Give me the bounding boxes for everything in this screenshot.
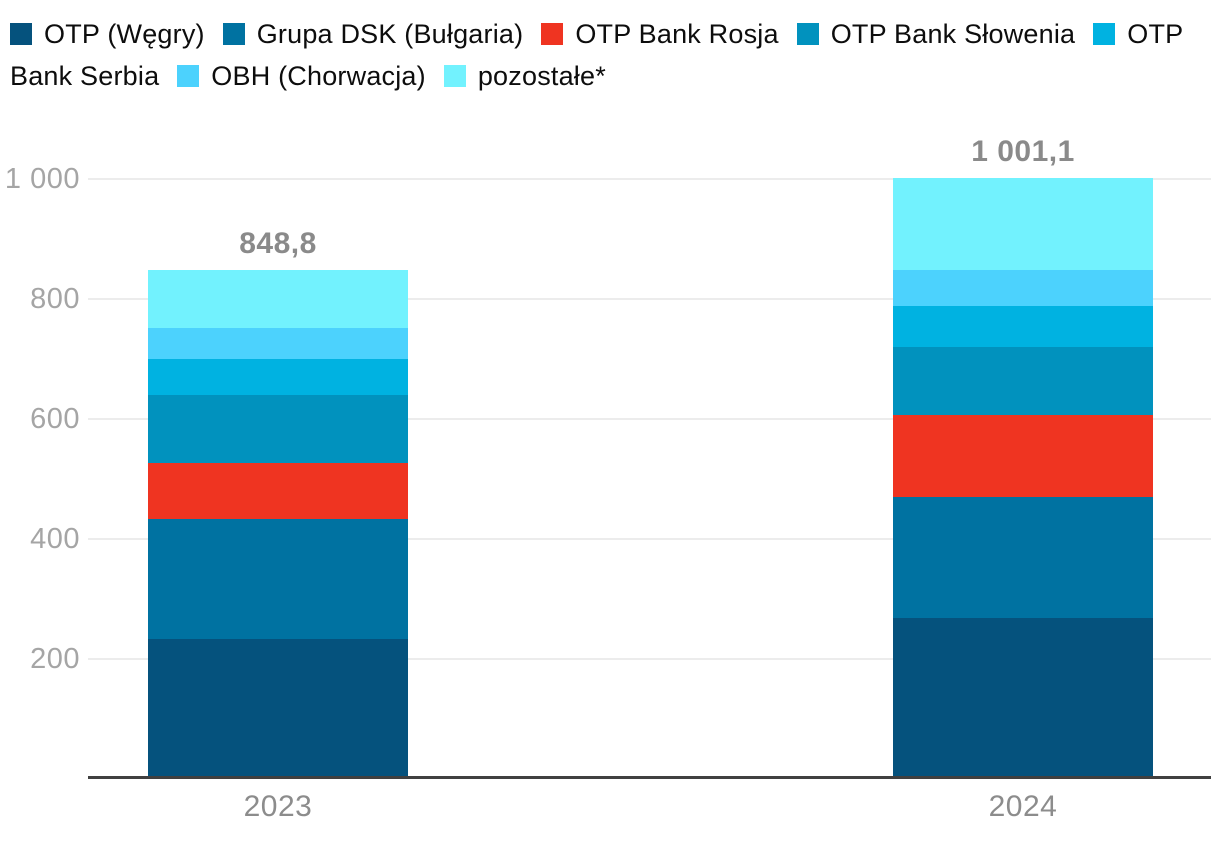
gridline-400: [88, 538, 1211, 540]
y-axis-tick-label: 800: [30, 283, 80, 315]
legend-item-2: OTP Bank Rosja: [541, 19, 779, 49]
legend-item-0: OTP (Węgry): [10, 19, 205, 49]
legend-swatch-icon: [541, 23, 564, 45]
bar-segment-2023-5[interactable]: [148, 328, 408, 359]
bar-segment-2023-1[interactable]: [148, 519, 408, 640]
legend-swatch-icon: [177, 65, 200, 87]
legend-swatch-icon: [443, 65, 466, 87]
legend-label: pozostałe*: [477, 61, 606, 91]
legend-item-4: OTP Bank Serbia: [10, 19, 1183, 91]
legend-item-3: OTP Bank Słowenia: [796, 19, 1076, 49]
bar-total-label: 848,8: [239, 226, 317, 260]
legend-item-1: Grupa DSK (Bułgaria): [222, 19, 524, 49]
legend-label: Grupa DSK (Bułgaria): [256, 19, 524, 49]
x-axis-category-label: 2023: [243, 790, 313, 823]
gridline-200: [88, 658, 1211, 660]
gridline-1000: [88, 178, 1211, 180]
gridline-800: [88, 298, 1211, 300]
legend-label: OTP (Węgry): [44, 19, 205, 49]
y-axis-tick-label: 600: [30, 403, 80, 435]
legend-item-5: OBH (Chorwacja): [177, 61, 426, 91]
bar-segment-2024-6[interactable]: [893, 178, 1153, 271]
bar-segment-2024-2[interactable]: [893, 415, 1153, 497]
y-axis-tick-label: 200: [30, 643, 80, 675]
legend-label: OTP Bank Słowenia: [830, 19, 1076, 49]
bar-segment-2024-1[interactable]: [893, 497, 1153, 618]
x-axis-line: [88, 776, 1211, 779]
bar-segment-2023-0[interactable]: [148, 639, 408, 779]
legend-swatch-icon: [1093, 23, 1116, 45]
legend-label: OTP Bank Rosja: [575, 19, 779, 49]
bar-segment-2023-6[interactable]: [148, 269, 408, 329]
y-axis-tick-label: 1 000: [4, 163, 80, 195]
legend-item-6: pozostałe*: [443, 61, 606, 91]
chart-legend: OTP (Węgry) Grupa DSK (Bułgaria) OTP Bank …: [0, 0, 1210, 97]
legend-label: OTP Bank Serbia: [10, 19, 1183, 91]
bar-segment-2023-2[interactable]: [148, 463, 408, 520]
x-axis-category-label: 2024: [988, 790, 1058, 823]
bar-segment-2024-3[interactable]: [893, 347, 1153, 416]
bar-total-label: 1 001,1: [971, 135, 1075, 169]
legend-label: OBH (Chorwacja): [211, 61, 426, 91]
bar-segment-2023-4[interactable]: [148, 359, 408, 395]
legend-swatch-icon: [796, 23, 819, 45]
y-axis-tick-label: 400: [30, 523, 80, 555]
gridline-600: [88, 418, 1211, 420]
legend-swatch-icon: [10, 23, 32, 45]
bar-segment-2024-5[interactable]: [893, 270, 1153, 307]
bar-segment-2023-3[interactable]: [148, 395, 408, 464]
bar-segment-2024-0[interactable]: [893, 617, 1153, 779]
legend-swatch-icon: [222, 23, 245, 45]
bar-segment-2024-4[interactable]: [893, 306, 1153, 347]
